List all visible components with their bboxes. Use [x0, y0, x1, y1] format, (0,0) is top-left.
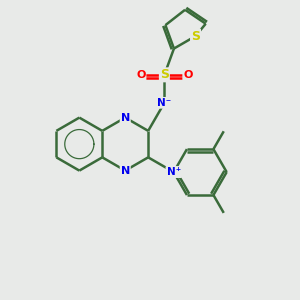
- Text: O: O: [136, 70, 146, 80]
- Text: O: O: [183, 70, 193, 80]
- Text: N⁻: N⁻: [157, 98, 172, 108]
- Text: S: S: [160, 68, 169, 81]
- Text: N⁺: N⁺: [167, 167, 181, 177]
- Text: S: S: [191, 30, 200, 43]
- Text: N⁺: N⁺: [167, 167, 181, 177]
- Text: N: N: [121, 112, 130, 123]
- Text: N: N: [121, 166, 130, 176]
